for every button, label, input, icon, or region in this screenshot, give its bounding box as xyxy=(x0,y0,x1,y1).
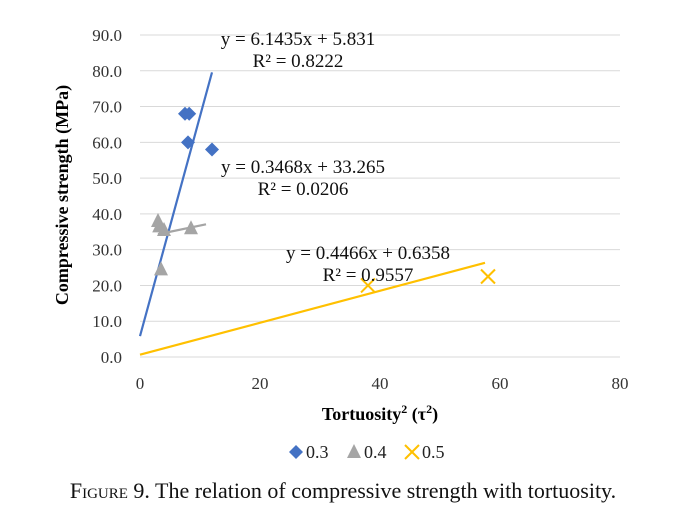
point-series-0.3 xyxy=(181,135,195,150)
trendline-series-0.5 xyxy=(139,261,486,356)
gridlines xyxy=(140,34,620,358)
scatter-chart: 0.010.020.030.040.050.060.070.080.090.0 … xyxy=(52,26,629,462)
point-series-0.4 xyxy=(154,261,168,276)
y-tick-label: 60.0 xyxy=(92,133,122,152)
trendline-equation: y = 0.3468x + 33.265 xyxy=(221,157,385,178)
x-axis-title-paren-sup: 2 xyxy=(426,402,432,416)
trendline-series-0.3 xyxy=(138,72,214,337)
x-axis-title-paren-open: (τ xyxy=(407,404,426,425)
trendline-r2: R² = 0.0206 xyxy=(258,179,349,200)
y-axis-title: Compressive strength (MPa) xyxy=(52,85,73,305)
y-tick-label: 80.0 xyxy=(92,62,122,81)
legend-label: 0.5 xyxy=(422,442,445,462)
y-tick-label: 30.0 xyxy=(92,241,122,260)
legend-marker-0.5 xyxy=(404,444,420,460)
x-tick-labels: 0 20 40 60 80 xyxy=(136,374,629,393)
legend-label: 0.4 xyxy=(364,442,387,462)
legend-label: 0.3 xyxy=(306,442,329,462)
figure-caption: Figure 9. The relation of compressive st… xyxy=(0,478,686,504)
x-tick-label: 80 xyxy=(612,374,629,393)
x-axis-title: Tortuosity2 (τ2) xyxy=(322,402,438,425)
legend-marker-0.4 xyxy=(347,444,361,458)
legend-marker-0.5-stroke-b xyxy=(404,444,420,460)
x-axis-title-main: Tortuosity xyxy=(322,404,401,424)
y-tick-label: 90.0 xyxy=(92,26,122,45)
y-tick-label: 50.0 xyxy=(92,169,122,188)
legend: 0.3 0.4 0.5 xyxy=(289,442,445,462)
point-series-0.5 xyxy=(360,277,376,294)
point-series-0.4 xyxy=(157,221,171,236)
trendline-equation: y = 0.4466x + 0.6358 xyxy=(286,243,450,264)
y-tick-labels: 0.0 10.0 20.0 30.0 40.0 50.0 60.0 70.0 80.0 90.0 xyxy=(92,26,122,367)
trendline-equation: y = 6.1435x + 5.831 xyxy=(221,29,375,50)
y-tick-label: 0.0 xyxy=(101,348,122,367)
point-series-0.3 xyxy=(205,142,219,157)
trendline-r2: R² = 0.8222 xyxy=(253,51,344,72)
x-tick-label: 20 xyxy=(252,374,269,393)
y-tick-label: 10.0 xyxy=(92,312,122,331)
x-axis-title-paren-close: ) xyxy=(432,404,438,425)
x-axis-title-sup: 2 xyxy=(401,402,407,416)
x-tick-label: 0 xyxy=(136,374,145,393)
y-tick-label: 70.0 xyxy=(92,98,122,117)
point-series-0.5 xyxy=(480,268,496,285)
caption-text: The relation of compressive strength wit… xyxy=(149,478,617,503)
trendline-r2: R² = 0.9557 xyxy=(323,265,414,286)
point-series-0.3 xyxy=(182,106,197,121)
point-series-0.4 xyxy=(184,220,198,235)
legend-marker-0.3 xyxy=(289,445,303,459)
figure-label: Figure 9. xyxy=(69,478,150,503)
point-series-0.5-stroke-b xyxy=(360,277,376,294)
point-series-0.5-stroke-b xyxy=(480,268,496,285)
data-points xyxy=(151,106,496,294)
x-tick-label: 40 xyxy=(372,374,389,393)
y-tick-label: 20.0 xyxy=(92,276,122,295)
x-tick-label: 60 xyxy=(492,374,509,393)
y-tick-label: 40.0 xyxy=(92,205,122,224)
